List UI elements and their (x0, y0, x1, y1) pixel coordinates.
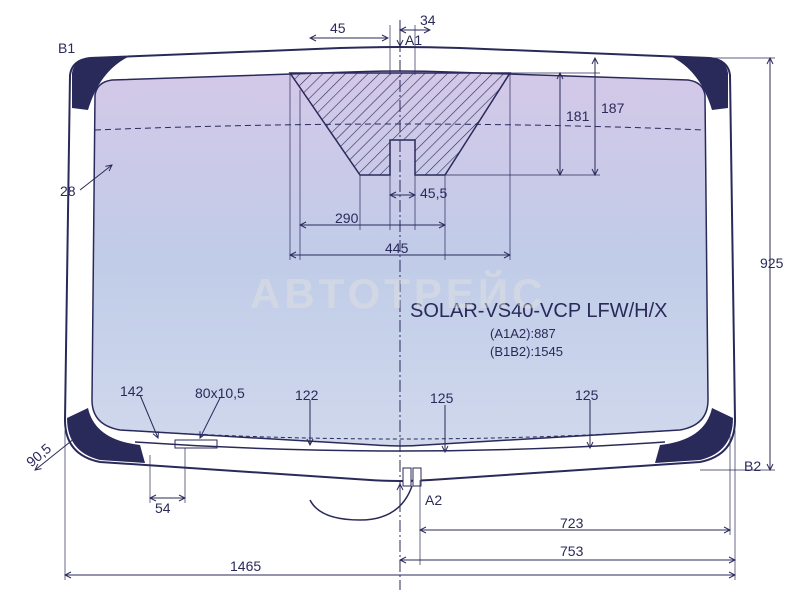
dim-label-122: 122 (295, 387, 318, 403)
dim-label-187: 187 (601, 100, 624, 116)
dim-label-125b: 125 (575, 387, 598, 403)
point-B1: B1 (58, 40, 75, 56)
point-A2: A2 (425, 492, 442, 508)
point-B2: B2 (744, 458, 761, 474)
heater-connector (403, 468, 411, 486)
dim-label-1465: 1465 (230, 558, 261, 574)
point-A1: A1 (405, 32, 422, 48)
dim-label-125a: 125 (430, 390, 453, 406)
dim-label-925: 925 (760, 255, 783, 271)
dim-label-181: 181 (566, 108, 589, 124)
watermark-text: ABTOTPEЙC (250, 270, 546, 318)
dim-label-142: 142 (120, 383, 143, 399)
dim-label-753: 753 (560, 543, 583, 559)
dim-label-45-5: 45,5 (420, 185, 447, 201)
heater-wire (310, 486, 412, 520)
dim-label-28: 28 (60, 183, 76, 199)
spec-line-2: (B1B2):1545 (490, 344, 563, 359)
dim-label-54: 54 (155, 500, 171, 516)
dim-label-80x10-5: 80x10,5 (195, 385, 245, 401)
dim-label-45: 45 (330, 20, 346, 36)
dim-label-290: 290 (335, 210, 358, 226)
dim-label-723: 723 (560, 515, 583, 531)
spec-line-1: (A1A2):887 (490, 326, 556, 341)
dim-label-445: 445 (385, 240, 408, 256)
diagram-container: B1 B2 A1 A2 45 34 181 187 925 28 45,5 29… (0, 0, 800, 600)
dim-label-34: 34 (420, 12, 436, 28)
